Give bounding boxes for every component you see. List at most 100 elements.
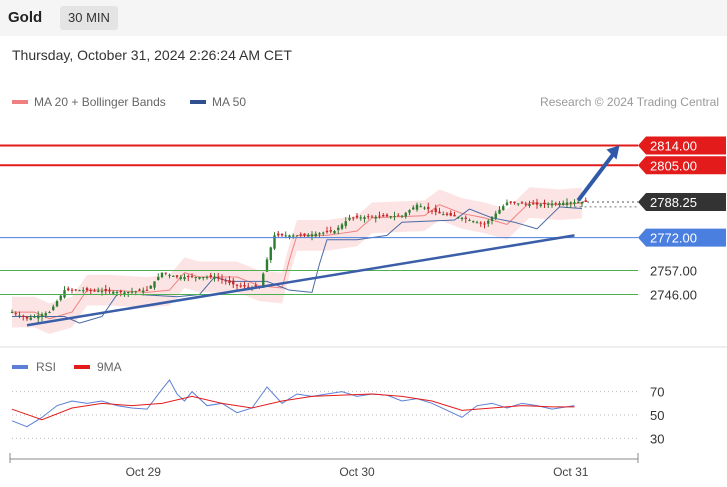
candle-body <box>70 289 74 291</box>
candle-body <box>479 222 482 224</box>
candle-body <box>190 276 194 278</box>
candle-body <box>310 234 314 237</box>
candle-body <box>205 277 209 279</box>
candle-body <box>217 277 220 279</box>
ma50-swatch <box>190 100 206 104</box>
candle-body <box>520 202 524 204</box>
level-tag-2805.00 <box>638 156 726 175</box>
candle-body <box>547 203 550 205</box>
candle-body <box>40 314 44 318</box>
candle-body <box>74 289 77 291</box>
level-label-2805.00: 2805.00 <box>650 158 697 173</box>
timestamp: Thursday, October 31, 2024 2:26:24 AM CE… <box>12 47 292 63</box>
candle-body <box>378 215 381 217</box>
candle-body <box>10 312 14 314</box>
x-tick-Oct-31: Oct 31 <box>553 465 589 479</box>
candle-body <box>112 291 115 294</box>
candle-body <box>247 286 250 288</box>
rsi-series-9MA <box>11 393 575 421</box>
candle-body <box>543 202 546 205</box>
candle-body <box>224 280 227 282</box>
candle-body <box>277 233 280 236</box>
target-arrow-head <box>606 145 620 160</box>
candle-body <box>97 290 100 292</box>
candle-body <box>243 285 246 287</box>
candle-body <box>430 210 434 212</box>
candle-body <box>490 217 494 221</box>
candle-body <box>580 201 584 204</box>
candle-body <box>314 233 317 237</box>
candle-body <box>119 290 122 293</box>
candle-body <box>142 290 145 293</box>
candle-body <box>475 222 479 224</box>
candle-body <box>498 209 501 214</box>
candle-body <box>577 202 580 204</box>
candle-body <box>59 295 62 300</box>
rsi-tick-70: 70 <box>650 385 664 400</box>
candle-body <box>449 212 452 216</box>
candle-body <box>385 214 389 217</box>
candle-body <box>412 207 415 210</box>
candle-body <box>565 202 569 205</box>
candle-body <box>303 233 306 236</box>
candle-body <box>483 223 486 225</box>
candle-body <box>262 273 265 288</box>
candle-body <box>269 247 272 260</box>
candle-body <box>187 275 190 278</box>
candle-body <box>494 213 497 219</box>
candle-body <box>273 235 276 249</box>
candle-body <box>239 285 242 287</box>
candle-body <box>63 290 66 298</box>
candle-body <box>333 231 336 234</box>
candle-body <box>108 290 111 292</box>
candle-body <box>427 206 430 210</box>
candle-body <box>198 277 201 279</box>
candle-body <box>232 280 235 285</box>
candle-body <box>584 200 587 202</box>
candle-body <box>389 216 392 218</box>
candle-body <box>464 217 467 219</box>
level-label-2788.25: 2788.25 <box>650 195 697 210</box>
level-label-2746.00: 2746.00 <box>650 288 697 303</box>
candle-body <box>55 301 59 307</box>
candle-body <box>344 221 347 226</box>
candle-body <box>18 315 21 317</box>
candle-body <box>37 315 40 319</box>
timeframe-button[interactable]: 30 MIN <box>60 6 118 30</box>
candle-body <box>292 235 295 237</box>
candle-body <box>299 234 302 236</box>
candle-body <box>254 285 257 288</box>
candle-body <box>134 291 137 293</box>
candle-body <box>329 230 332 232</box>
candle-body <box>367 216 370 218</box>
level-label-2814.00: 2814.00 <box>650 139 697 154</box>
candle-body <box>209 275 212 278</box>
instrument-title: Gold <box>8 9 43 26</box>
candle-body <box>25 316 29 319</box>
legend-ma50: MA 50 <box>190 95 246 109</box>
candle-body <box>535 202 539 205</box>
candle-body <box>554 203 557 205</box>
candle-body <box>468 220 471 222</box>
candle-body <box>183 277 186 280</box>
candle-body <box>532 203 535 205</box>
candle-body <box>558 203 561 206</box>
rsi-label: RSI <box>36 360 56 374</box>
candle-body <box>78 290 81 292</box>
candle-body <box>175 275 179 278</box>
candle-body <box>164 272 167 274</box>
candle-body <box>513 201 516 204</box>
candle-body <box>288 235 291 238</box>
candle-body <box>408 210 411 213</box>
rsi-series-RSI <box>11 379 575 428</box>
trendline <box>26 234 575 327</box>
candle-body <box>14 313 17 315</box>
candle-body <box>160 272 164 278</box>
candle-body <box>22 315 25 318</box>
candle-body <box>524 203 527 205</box>
candle-body <box>445 213 449 215</box>
candle-body <box>280 233 284 236</box>
rsi-ma-label: 9MA <box>97 360 122 374</box>
candle-body <box>202 277 205 279</box>
